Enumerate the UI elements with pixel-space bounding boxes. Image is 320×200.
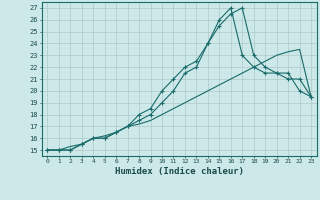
X-axis label: Humidex (Indice chaleur): Humidex (Indice chaleur) [115,167,244,176]
